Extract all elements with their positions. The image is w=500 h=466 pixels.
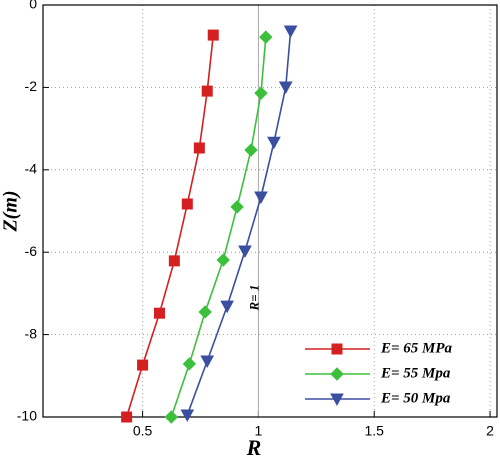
marker: [180, 409, 195, 422]
marker: [331, 343, 343, 355]
plot-frame: [42, 4, 498, 418]
y-tick-label: -4: [25, 161, 38, 177]
x-tick-label: 1.5: [365, 423, 385, 439]
marker: [137, 359, 149, 371]
x-tick-label: 0.5: [133, 423, 153, 439]
x-tick-label: 2: [486, 423, 494, 439]
series-line: [125, 34, 215, 418]
marker: [283, 25, 298, 39]
marker: [200, 355, 215, 369]
marker: [198, 305, 212, 319]
marker: [254, 86, 268, 100]
y-tick-label: 0: [29, 0, 37, 12]
marker: [267, 136, 281, 150]
marker: [238, 245, 252, 259]
y-tick-label: -8: [25, 325, 38, 341]
x-tick-label: 1: [255, 423, 263, 439]
legend-label: E= 65 MPa: [380, 340, 453, 356]
marker: [193, 142, 205, 154]
x-axis-label: R: [246, 435, 262, 460]
marker: [201, 85, 213, 97]
legend-label: E= 55 Mpa: [380, 365, 451, 381]
marker: [216, 253, 230, 267]
marker: [121, 411, 133, 423]
reference-label: R= 1: [246, 285, 261, 312]
marker: [154, 307, 166, 319]
y-tick-label: -6: [25, 243, 38, 259]
marker: [244, 143, 258, 157]
series-line: [186, 30, 292, 416]
series-line: [170, 37, 267, 418]
marker: [168, 255, 180, 267]
y-axis-label: Z(m): [0, 190, 22, 232]
marker: [259, 30, 273, 44]
y-tick-label: -10: [17, 408, 37, 424]
marker: [278, 81, 293, 95]
marker: [254, 191, 268, 205]
y-tick-label: -2: [25, 78, 38, 94]
marker: [181, 198, 193, 210]
marker: [207, 29, 219, 41]
marker: [330, 393, 344, 407]
marker: [230, 200, 244, 214]
marker: [330, 367, 344, 381]
marker: [164, 410, 179, 424]
marker: [220, 300, 234, 314]
legend-label: E= 50 Mpa: [380, 390, 451, 406]
marker: [182, 357, 197, 371]
